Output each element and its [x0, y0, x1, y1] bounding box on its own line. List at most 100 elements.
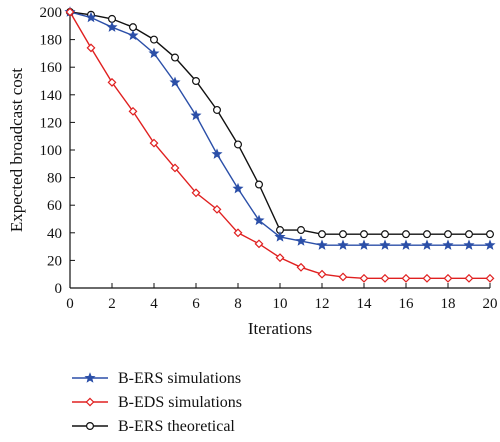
data-point — [297, 226, 306, 235]
data-point — [338, 272, 348, 282]
ticks: 0 2 4 6 8 10 12 14 16 18 2002040608010012014016018… — [40, 5, 498, 312]
data-point — [486, 230, 495, 239]
data-point — [255, 180, 264, 189]
y-axis-title: Expected broadcast cost — [7, 68, 26, 233]
x-tick-label: 4 — [150, 296, 158, 312]
legend-marker — [85, 422, 94, 431]
data-point — [465, 230, 474, 239]
y-tick-label: 80 — [47, 171, 62, 187]
data-point — [381, 230, 390, 239]
data-point — [484, 239, 496, 250]
data-point — [254, 239, 264, 249]
data-point — [339, 230, 348, 239]
series-0 — [64, 6, 496, 250]
legend-item: B-EDS simulations — [72, 394, 242, 411]
y-tick-label: 40 — [47, 226, 62, 242]
legend-marker — [84, 372, 96, 383]
data-point — [316, 239, 328, 250]
x-tick-label: 2 — [108, 296, 116, 312]
data-point — [358, 239, 370, 250]
data-point — [171, 53, 180, 62]
data-point — [275, 253, 285, 263]
legend-label: B-EDS simulations — [118, 394, 242, 411]
data-point — [253, 214, 265, 226]
legend-label: B-ERS simulations — [118, 370, 241, 387]
data-point — [129, 23, 138, 32]
data-point — [213, 105, 222, 114]
data-point — [190, 109, 202, 121]
data-point — [463, 239, 475, 250]
x-tick-label: 20 — [483, 296, 498, 312]
x-tick-label: 10 — [273, 296, 288, 312]
data-point — [233, 228, 243, 238]
x-axis-title: Iterations — [248, 319, 312, 338]
data-point — [148, 47, 160, 59]
legend: B-ERS simulations B-EDS simulations B-ERS … — [72, 370, 242, 435]
data-point — [401, 273, 411, 283]
data-point — [485, 273, 495, 283]
data-point — [234, 140, 243, 149]
x-tick-label: 6 — [192, 296, 200, 312]
y-tick-label: 200 — [40, 5, 63, 21]
data-point — [379, 239, 391, 250]
data-point — [127, 29, 139, 41]
data-point — [380, 273, 390, 283]
data-point — [442, 239, 454, 250]
x-tick-label: 18 — [441, 296, 456, 312]
series-line — [69, 11, 490, 246]
data-point — [444, 230, 453, 239]
data-point — [296, 262, 306, 272]
data-point — [295, 235, 307, 246]
data-point — [150, 35, 159, 44]
data-point — [191, 188, 201, 198]
series-1 — [65, 7, 495, 283]
data-point — [170, 163, 180, 173]
series-line — [69, 11, 490, 235]
x-tick-label: 12 — [315, 296, 330, 312]
data-point — [443, 273, 453, 283]
data-point — [400, 239, 412, 250]
data-point — [65, 7, 75, 17]
data-point — [359, 273, 369, 283]
y-tick-label: 20 — [47, 253, 62, 269]
data-point — [107, 14, 116, 23]
data-point — [422, 273, 432, 283]
x-tick-label: 0 — [66, 296, 74, 312]
data-point — [192, 76, 201, 85]
data-point — [106, 21, 118, 32]
data-point — [402, 230, 411, 239]
data-point — [274, 231, 286, 242]
y-tick-label: 140 — [40, 88, 63, 104]
y-tick-label: 0 — [55, 281, 63, 297]
x-tick-label: 14 — [357, 296, 373, 312]
y-tick-label: 160 — [40, 60, 63, 76]
data-point — [211, 148, 223, 159]
y-tick-label: 100 — [40, 143, 63, 159]
data-point — [85, 11, 97, 23]
y-tick-label: 120 — [40, 115, 63, 131]
legend-label: B-ERS theoretical — [118, 418, 235, 435]
data-point — [360, 230, 369, 239]
data-point — [318, 230, 327, 239]
data-point — [107, 77, 117, 87]
data-point — [212, 204, 222, 214]
data-point — [169, 76, 181, 88]
data-point — [86, 43, 96, 53]
data-point — [421, 239, 433, 250]
y-tick-label: 180 — [40, 33, 63, 49]
legend-marker — [85, 397, 95, 407]
data-point — [149, 138, 159, 148]
data-point — [464, 273, 474, 283]
x-tick-label: 16 — [399, 296, 415, 312]
series-2 — [65, 8, 495, 239]
legend-item: B-ERS theoretical — [72, 418, 235, 435]
series-layer — [64, 6, 496, 283]
x-tick-label: 8 — [234, 296, 242, 312]
data-point — [423, 230, 432, 239]
data-point — [337, 239, 349, 250]
legend-item: B-ERS simulations — [72, 370, 241, 387]
data-point — [128, 106, 138, 116]
data-point — [317, 269, 327, 279]
y-tick-label: 60 — [47, 198, 62, 214]
